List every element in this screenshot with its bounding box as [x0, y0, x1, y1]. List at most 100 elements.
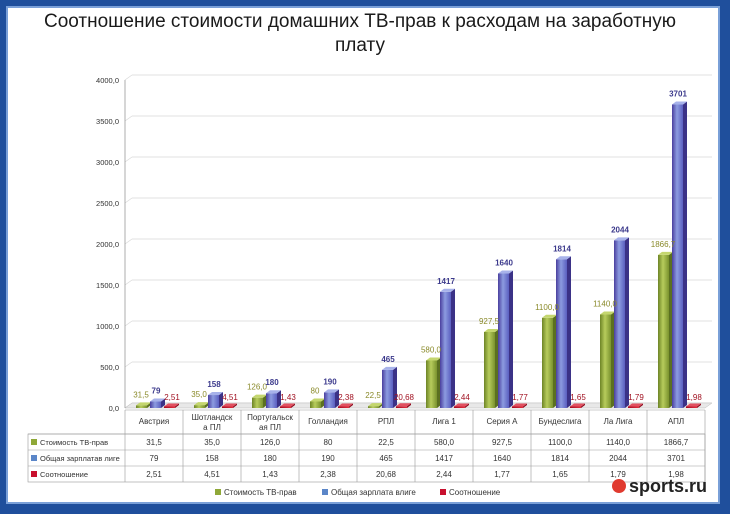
- tv-rights-data-label: 22,5: [365, 391, 381, 400]
- table-cell: 1140,0: [606, 438, 630, 447]
- ratio-bar-top: [512, 403, 527, 407]
- salary-bar-top: [614, 237, 629, 241]
- salary-data-label: 3701: [669, 90, 687, 99]
- ratio-bar-side: [639, 403, 643, 408]
- y-tick-label: 1000,0: [96, 322, 119, 331]
- legend: Стоимость ТВ-прав Общая зарплата влиге Соо…: [215, 488, 501, 497]
- tv-rights-bar-front: [542, 317, 553, 408]
- ratio-bar-top: [222, 403, 237, 407]
- salary-bar-top: [324, 389, 339, 393]
- table-cell: 1,65: [552, 470, 568, 479]
- salary-data-label: 2044: [611, 225, 629, 234]
- salary-bar: [208, 392, 223, 408]
- ratio-data-label: 1,65: [570, 393, 586, 402]
- logo-text: sports.ru: [629, 476, 708, 496]
- gridline-diagonal: [124, 238, 133, 245]
- gridline-diagonal: [124, 361, 133, 368]
- tv-rights-bar-front: [600, 314, 611, 408]
- table-cell: 158: [205, 454, 219, 463]
- table-cell: 3701: [667, 454, 685, 463]
- salary-bar-front: [382, 369, 393, 408]
- ratio-data-label: 1,98: [686, 393, 702, 402]
- table-cell: 80: [324, 438, 333, 447]
- tv-rights-bar: [658, 251, 673, 408]
- table-cell: 1100,0: [548, 438, 572, 447]
- ratio-bar-side: [175, 403, 179, 408]
- tv-rights-bar-top: [600, 311, 615, 315]
- ratio-bar: [222, 403, 237, 408]
- ratio-bar-top: [396, 403, 411, 407]
- ratio-bar-front: [686, 406, 697, 408]
- gridline-diagonal: [124, 74, 133, 81]
- salary-bar-side: [683, 101, 687, 408]
- tv-rights-bar-top: [310, 398, 325, 402]
- salary-data-label: 465: [381, 355, 395, 364]
- salary-bar-front: [498, 273, 509, 408]
- y-tick-label: 0,0: [109, 404, 119, 413]
- y-tick-label: 3000,0: [96, 158, 119, 167]
- ratio-bar-top: [454, 403, 469, 407]
- legend-swatch-icon: [322, 489, 328, 495]
- legend-label: Общая зарплата влиге: [331, 488, 416, 497]
- ratio-bar-side: [581, 403, 585, 408]
- ratio-bar-side: [349, 403, 353, 408]
- ratio-bar-side: [233, 403, 237, 408]
- tv-rights-bar: [426, 357, 441, 408]
- salary-bar-front: [440, 291, 451, 408]
- salary-bar: [440, 288, 455, 408]
- salary-bar-side: [161, 398, 165, 408]
- salary-bar: [150, 398, 165, 408]
- ratio-bar: [338, 403, 353, 408]
- salary-data-label: 79: [152, 387, 161, 396]
- tv-rights-bar-top: [136, 402, 151, 406]
- table-cell: 4,51: [204, 470, 220, 479]
- tv-rights-data-label: 80: [311, 386, 320, 395]
- salary-bar: [672, 101, 687, 408]
- salary-bar-side: [219, 392, 223, 408]
- table-cell: 1,77: [494, 470, 510, 479]
- salary-bar-top: [440, 288, 455, 292]
- tv-rights-bar-top: [194, 402, 209, 406]
- table-body: [27, 433, 706, 483]
- salary-bar-top: [498, 270, 513, 274]
- category-label: АПЛ: [668, 417, 684, 426]
- salary-data-label: 1640: [495, 259, 513, 268]
- table-cell: 1640: [493, 454, 511, 463]
- salary-bar-top: [672, 101, 687, 105]
- category-label: РПЛ: [378, 417, 394, 426]
- legend-swatch-icon: [440, 489, 446, 495]
- table-cell: 31,5: [146, 438, 162, 447]
- tv-rights-bar-top: [484, 328, 499, 332]
- tv-rights-bar-top: [368, 403, 383, 407]
- tv-rights-bar-top: [542, 314, 557, 318]
- tv-rights-bar: [600, 311, 615, 408]
- tv-rights-data-label: 35,0: [191, 390, 207, 399]
- tv-rights-bar-top: [658, 251, 673, 255]
- salary-bar: [498, 270, 513, 408]
- ratio-bar-front: [512, 406, 523, 408]
- salary-data-label: 1814: [553, 244, 571, 253]
- ratio-data-label: 1,79: [628, 393, 644, 402]
- ratio-data-label: 2,38: [338, 393, 354, 402]
- y-tick-label: 1500,0: [96, 281, 119, 290]
- salary-data-label: 1417: [437, 277, 455, 286]
- category-label: Бундеслига: [539, 417, 582, 426]
- salary-bar-front: [614, 240, 625, 408]
- table-cell: 180: [263, 454, 277, 463]
- salary-bar-side: [393, 366, 397, 408]
- ratio-bar: [628, 403, 643, 408]
- gridline-diagonal: [124, 320, 133, 327]
- tv-rights-bar: [484, 328, 499, 408]
- salary-bar-side: [625, 237, 629, 408]
- category-label: ая ПЛ: [259, 423, 281, 432]
- tv-rights-bar-front: [136, 405, 147, 408]
- salary-data-label: 180: [265, 378, 279, 387]
- ratio-bar-side: [407, 403, 411, 408]
- salary-bar-front: [208, 395, 219, 408]
- table-cell: 20,68: [376, 470, 397, 479]
- salary-bar: [382, 366, 397, 408]
- category-label: Ла Лига: [604, 417, 633, 426]
- ratio-data-label: 2,44: [454, 393, 470, 402]
